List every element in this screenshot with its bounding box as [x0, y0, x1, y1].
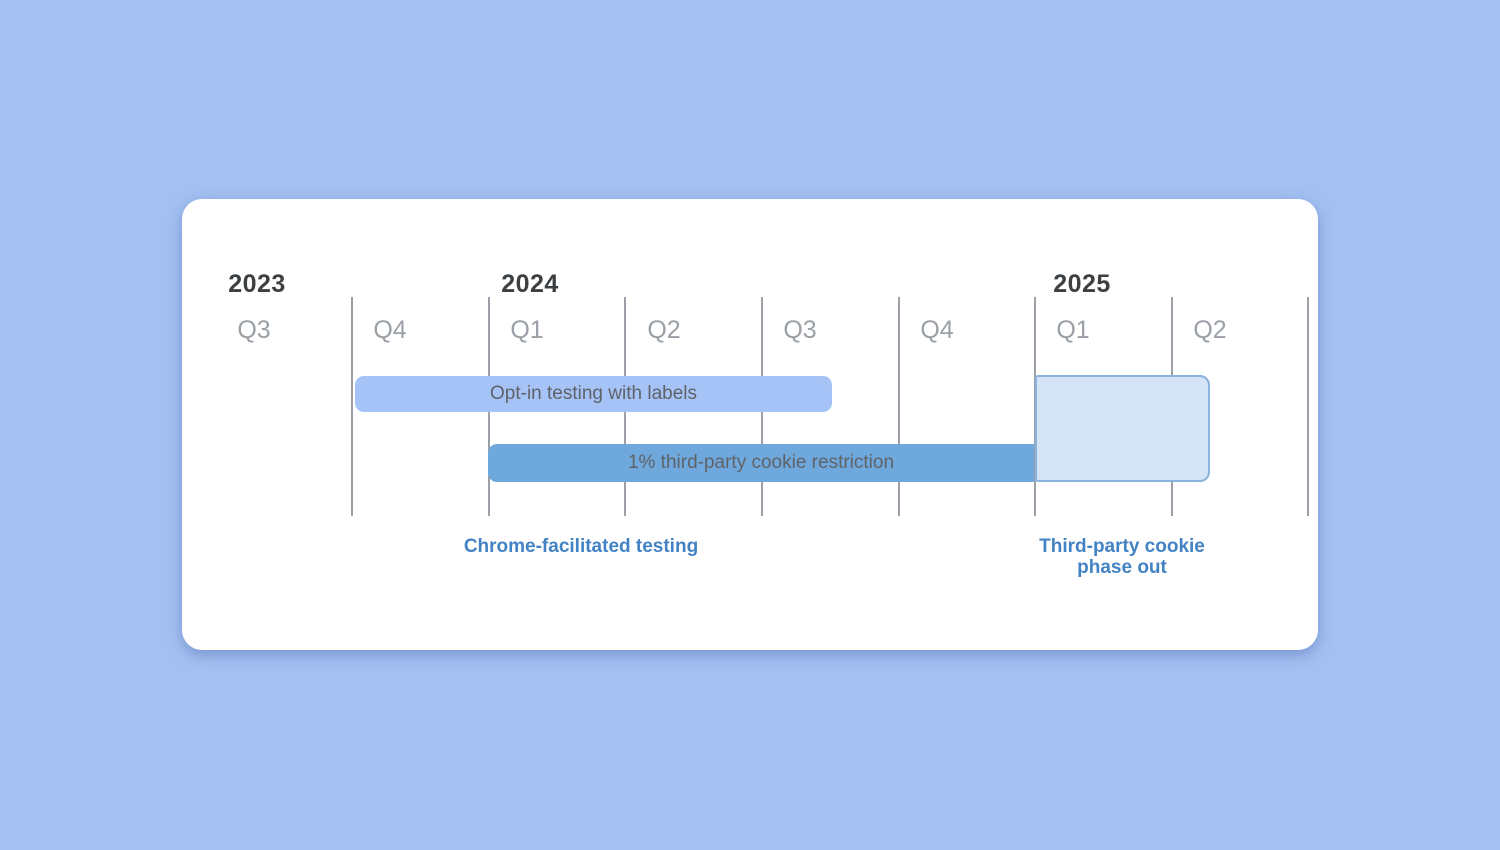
bar-cookie-restriction: 1% third-party cookie restriction: [488, 444, 1034, 482]
quarter-label-2025-q2: Q2: [1193, 316, 1227, 344]
quarter-gridline: [351, 297, 353, 516]
bar-opt-in-testing-label: Opt-in testing with labels: [490, 383, 697, 404]
phase-out-box: [1035, 375, 1210, 482]
quarter-label-2024-q2: Q2: [647, 316, 681, 344]
quarter-label-2024-q1: Q1: [510, 316, 544, 344]
caption-third-party-cookie-phase-out: Third-party cookie phase out: [1039, 536, 1205, 578]
quarter-label-2024-q4: Q4: [920, 316, 954, 344]
caption-chrome-facilitated-testing: Chrome-facilitated testing: [463, 536, 699, 557]
year-label-2023: 2023: [228, 270, 286, 298]
quarter-label-2025-q1: Q1: [1056, 316, 1090, 344]
bar-cookie-restriction-label: 1% third-party cookie restriction: [627, 452, 895, 473]
quarter-gridline: [1307, 297, 1309, 516]
bar-opt-in-testing: Opt-in testing with labels: [355, 376, 832, 412]
quarter-label-2023-q4: Q4: [373, 316, 407, 344]
quarter-label-2023-q3: Q3: [237, 316, 271, 344]
timeline-card: 2023 2024 2025 Q3 Q4 Q1 Q2 Q3 Q4 Q1 Q2 O…: [182, 199, 1318, 650]
quarter-label-2024-q3: Q3: [783, 316, 817, 344]
quarter-gridline: [898, 297, 900, 516]
year-label-2024: 2024: [501, 270, 559, 298]
year-label-2025: 2025: [1053, 270, 1111, 298]
